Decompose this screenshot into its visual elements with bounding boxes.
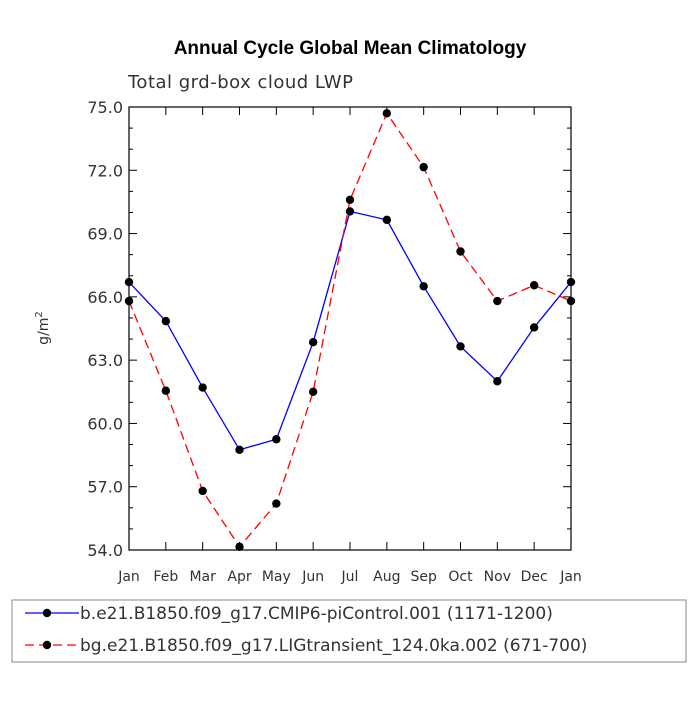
- data-point-series-1: [161, 316, 171, 326]
- y-axis-label-base: g/m: [36, 318, 52, 345]
- data-point-series-2: [345, 195, 355, 205]
- data-point-series-2: [419, 162, 428, 172]
- legend: b.e21.B1850.f09_g17.CMIP6-piControl.001 …: [11, 599, 687, 663]
- data-point-series-1: [566, 277, 576, 287]
- data-point-series-1: [456, 342, 465, 351]
- legend-marker-series-1: [42, 608, 52, 618]
- y-tick-label: 60.0: [87, 414, 123, 433]
- x-tick-label: Jul: [341, 569, 359, 585]
- x-tick-label: Oct: [448, 569, 473, 585]
- x-tick-label: Jan: [559, 569, 582, 585]
- legend-marker-series-2: [42, 640, 52, 650]
- series-line-1: [128, 210, 572, 451]
- x-tick-label: Aug: [373, 569, 400, 585]
- y-tick-label: 63.0: [87, 351, 123, 370]
- data-point-series-1: [345, 207, 355, 216]
- x-tick-label: Feb: [153, 569, 178, 585]
- y-tick-label: 69.0: [87, 225, 123, 244]
- data-point-series-2: [529, 281, 539, 290]
- y-tick-label: 75.0: [87, 98, 123, 117]
- legend-label-series-2: bg.e21.B1850.f09_g17.LIGtransient_124.0k…: [80, 636, 587, 656]
- x-tick-label: Dec: [521, 569, 548, 585]
- data-point-series-2: [456, 247, 465, 256]
- data-point-series-2: [382, 109, 392, 118]
- data-point-series-1: [198, 383, 207, 392]
- legend-label-series-1: b.e21.B1850.f09_g17.CMIP6-piControl.001 …: [80, 604, 553, 624]
- y-tick-label: 54.0: [87, 541, 123, 560]
- x-tick-label: Apr: [227, 569, 251, 585]
- data-point-series-2: [308, 387, 318, 396]
- x-tick-label: Mar: [189, 569, 216, 585]
- x-tick-label: Nov: [484, 569, 511, 585]
- data-point-series-1: [272, 435, 281, 444]
- data-point-series-2: [198, 486, 207, 496]
- y-axis-label-superscript: 2: [34, 311, 45, 317]
- data-point-series-2: [493, 296, 502, 306]
- data-point-series-2: [235, 542, 244, 552]
- chart-subtitle: Total grd-box cloud LWP: [127, 72, 353, 93]
- plot-area: 54.0 57.0 60.0 63.0 66.0 69.0 72.0 75.0 Jan Feb Ma…: [87, 98, 581, 585]
- data-point-series-2: [566, 296, 576, 306]
- data-point-series-1: [235, 445, 244, 454]
- data-point-series-2: [161, 386, 171, 395]
- y-axis-label: g/m2: [34, 311, 52, 345]
- data-point-series-1: [529, 323, 539, 332]
- data-point-series-2: [272, 499, 281, 508]
- y-tick-label: 57.0: [87, 478, 123, 497]
- plot-frame: [128, 106, 572, 551]
- series-line-2: [128, 111, 572, 548]
- data-point-series-1: [419, 282, 428, 291]
- data-point-series-1: [382, 215, 392, 225]
- data-point-series-1: [124, 277, 134, 287]
- x-tick-label: May: [262, 569, 291, 585]
- data-point-series-1: [308, 338, 318, 347]
- y-tick-label: 66.0: [87, 288, 123, 307]
- data-point-series-1: [493, 377, 502, 386]
- x-tick-label: Jun: [301, 569, 324, 585]
- x-tick-label: Jan: [117, 569, 140, 585]
- x-tick-label: Sep: [410, 569, 437, 585]
- y-tick-label: 72.0: [87, 161, 123, 180]
- data-point-series-2: [124, 296, 134, 306]
- legend-box: [11, 599, 687, 663]
- chart-title: Annual Cycle Global Mean Climatology: [174, 38, 527, 59]
